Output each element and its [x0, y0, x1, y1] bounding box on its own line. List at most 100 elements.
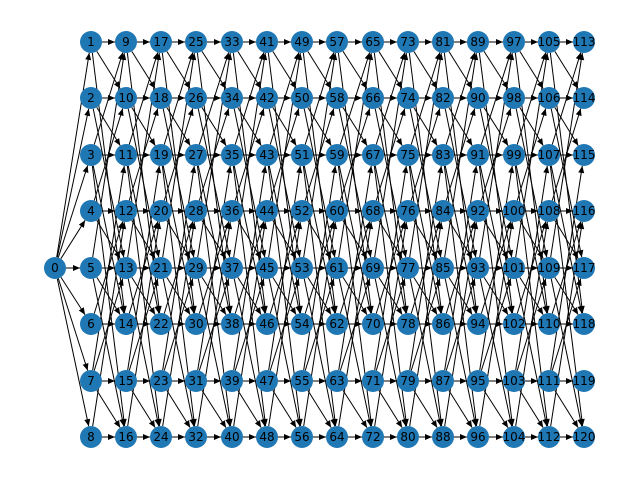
node-120: 120 — [573, 426, 596, 448]
node-label: 23 — [153, 374, 168, 388]
arrowhead-5-14 — [114, 307, 120, 315]
arrowhead-64-72 — [355, 434, 362, 440]
arrowhead-17-25 — [178, 39, 185, 45]
node-21: 21 — [150, 257, 172, 279]
arrowhead-12-18 — [153, 109, 159, 117]
node-49: 49 — [291, 31, 313, 53]
node-label: 48 — [259, 430, 274, 444]
node-19: 19 — [150, 144, 172, 166]
node-label: 93 — [470, 261, 485, 275]
node-label: 28 — [188, 204, 203, 218]
node-105: 105 — [538, 31, 561, 53]
node-label: 0 — [51, 261, 59, 275]
node-113: 113 — [573, 31, 596, 53]
node-label: 98 — [506, 91, 521, 105]
edge-0-2 — [57, 109, 88, 257]
node-96: 96 — [467, 426, 489, 448]
arrowhead-0-1 — [85, 53, 91, 60]
node-label: 33 — [224, 35, 239, 49]
arrowhead-71-75 — [402, 166, 408, 173]
arrowhead-39-43 — [261, 166, 267, 173]
node-label: 17 — [153, 35, 168, 49]
node-65: 65 — [362, 31, 384, 53]
node-label: 85 — [435, 261, 450, 275]
node-label: 106 — [538, 91, 561, 105]
node-label: 114 — [573, 91, 596, 105]
node-36: 36 — [221, 200, 243, 222]
arrowhead-44-50 — [294, 109, 300, 117]
node-47: 47 — [256, 370, 278, 392]
node-label: 4 — [87, 204, 95, 218]
node-58: 58 — [326, 87, 348, 109]
node-label: 68 — [365, 204, 380, 218]
node-79: 79 — [397, 370, 419, 392]
node-82: 82 — [432, 87, 454, 109]
node-97: 97 — [503, 31, 525, 53]
arrowhead-93-102 — [502, 307, 508, 315]
node-label: 83 — [435, 148, 450, 162]
node-90: 90 — [467, 87, 489, 109]
node-label: 97 — [506, 35, 521, 49]
node-label: 92 — [470, 204, 485, 218]
node-label: 107 — [538, 148, 561, 162]
node-20: 20 — [150, 200, 172, 222]
node-label: 66 — [365, 91, 380, 105]
node-51: 51 — [291, 144, 313, 166]
arrowhead-25-33 — [214, 39, 221, 45]
node-112: 112 — [538, 426, 561, 448]
node-label: 58 — [329, 91, 344, 105]
arrowhead-15-19 — [155, 166, 161, 173]
node-label: 15 — [118, 374, 133, 388]
node-label: 113 — [573, 35, 596, 49]
node-39: 39 — [221, 370, 243, 392]
node-label: 99 — [506, 148, 521, 162]
arrowhead-57-65 — [355, 39, 362, 45]
node-71: 71 — [362, 370, 384, 392]
node-label: 74 — [400, 91, 415, 105]
node-46: 46 — [256, 313, 278, 335]
node-4: 4 — [80, 200, 102, 222]
node-59: 59 — [326, 144, 348, 166]
edge-2-13 — [93, 109, 124, 257]
node-label: 50 — [294, 91, 309, 105]
node-label: 72 — [365, 430, 380, 444]
arrowhead-98-107 — [537, 138, 543, 146]
arrowhead-63-67 — [367, 166, 373, 173]
node-63: 63 — [326, 370, 348, 392]
arrowhead-48-56 — [284, 434, 291, 440]
arrowhead-73-81 — [425, 39, 432, 45]
arrowhead-72-80 — [390, 434, 397, 440]
arrowhead-34-43 — [255, 138, 261, 146]
edge-42-53 — [269, 109, 300, 257]
node-label: 47 — [259, 374, 274, 388]
arrowhead-0-4 — [79, 220, 85, 228]
node-label: 29 — [188, 261, 203, 275]
arrowhead-7-11 — [120, 166, 126, 173]
node-label: 6 — [87, 317, 95, 331]
node-94: 94 — [467, 313, 489, 335]
node-32: 32 — [185, 426, 207, 448]
edge-106-117 — [551, 109, 582, 257]
node-label: 75 — [400, 148, 415, 162]
arrowhead-100-106 — [541, 109, 547, 117]
node-label: 101 — [503, 261, 526, 275]
node-label: 119 — [573, 374, 596, 388]
arrowhead-0-8 — [84, 419, 90, 426]
node-52: 52 — [291, 200, 313, 222]
node-label: 52 — [294, 204, 309, 218]
node-53: 53 — [291, 257, 313, 279]
arrowhead-87-91 — [472, 166, 478, 173]
node-26: 26 — [185, 87, 207, 109]
arrowhead-4-10 — [118, 109, 124, 117]
arrowhead-0-5 — [73, 265, 80, 271]
arrowhead-55-64 — [325, 420, 331, 428]
node-label: 76 — [400, 204, 415, 218]
node-label: 108 — [538, 204, 561, 218]
node-8: 8 — [80, 426, 102, 448]
arrowhead-13-22 — [149, 307, 155, 315]
arrowhead-58-69 — [366, 250, 372, 257]
arrowhead-32-40 — [214, 434, 221, 440]
node-label: 87 — [435, 374, 450, 388]
node-label: 102 — [503, 317, 526, 331]
